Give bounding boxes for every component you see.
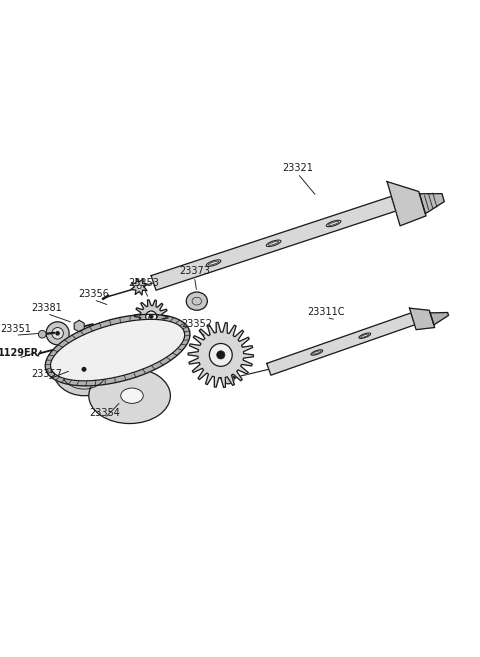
Text: 23353: 23353 xyxy=(129,278,159,288)
Ellipse shape xyxy=(53,343,115,396)
Circle shape xyxy=(46,322,69,345)
Polygon shape xyxy=(409,308,435,330)
Polygon shape xyxy=(387,181,426,226)
Circle shape xyxy=(209,344,232,367)
Text: 23381: 23381 xyxy=(32,303,62,313)
Text: 23357: 23357 xyxy=(32,369,62,379)
Circle shape xyxy=(38,330,46,338)
Circle shape xyxy=(55,331,60,336)
Polygon shape xyxy=(430,313,448,325)
Ellipse shape xyxy=(121,388,143,403)
Text: 1129ER: 1129ER xyxy=(0,348,39,357)
Text: 23321: 23321 xyxy=(282,163,313,173)
Circle shape xyxy=(149,315,153,319)
Polygon shape xyxy=(134,300,168,333)
Polygon shape xyxy=(267,313,415,375)
Text: 23351: 23351 xyxy=(0,325,31,334)
Polygon shape xyxy=(420,194,444,214)
Ellipse shape xyxy=(77,363,91,375)
Polygon shape xyxy=(188,323,253,388)
Circle shape xyxy=(137,285,141,288)
Ellipse shape xyxy=(224,375,234,384)
Text: 23354: 23354 xyxy=(89,407,120,417)
Polygon shape xyxy=(131,279,147,295)
Polygon shape xyxy=(45,314,190,386)
Polygon shape xyxy=(74,321,84,332)
Circle shape xyxy=(52,328,63,339)
Polygon shape xyxy=(50,319,185,381)
Text: 23356: 23356 xyxy=(78,289,109,299)
Ellipse shape xyxy=(89,368,170,424)
Polygon shape xyxy=(151,196,396,290)
Text: 23373: 23373 xyxy=(179,266,210,276)
Circle shape xyxy=(216,351,225,359)
Text: 23311C: 23311C xyxy=(308,307,345,317)
Circle shape xyxy=(146,311,156,322)
Text: 23352: 23352 xyxy=(181,319,212,328)
Circle shape xyxy=(82,367,86,372)
Ellipse shape xyxy=(186,292,207,310)
